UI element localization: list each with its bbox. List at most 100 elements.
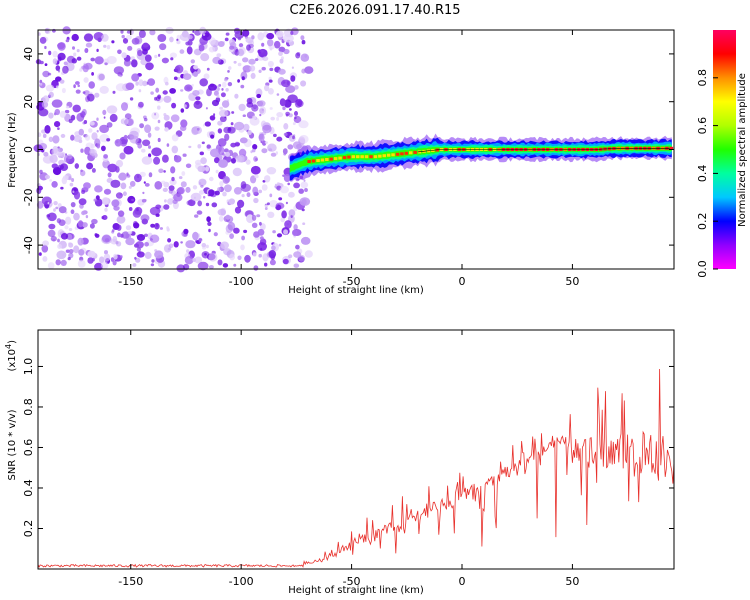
- noise-blob: [220, 241, 230, 250]
- noise-blob: [249, 116, 260, 126]
- noise-blob: [237, 79, 241, 83]
- noise-blob: [57, 203, 62, 208]
- noise-blob: [270, 116, 276, 121]
- signal-core: [386, 153, 391, 157]
- noise-blob: [129, 180, 136, 187]
- noise-blob: [292, 141, 302, 150]
- signal-core: [329, 157, 333, 161]
- noise-blob: [300, 181, 309, 189]
- noise-blob: [101, 261, 109, 270]
- noise-blob: [138, 30, 146, 38]
- y-tick-label: 1.0: [22, 358, 35, 376]
- snr-multiplier-label: (x104): [4, 340, 18, 372]
- signal-core: [378, 154, 382, 158]
- noise-blob: [301, 68, 306, 74]
- noise-blob: [44, 27, 51, 35]
- noise-blob: [283, 152, 287, 156]
- noise-blob: [234, 93, 239, 99]
- noise-blob: [122, 191, 127, 196]
- noise-blob: [180, 89, 184, 92]
- colorbar-label: Normalized spectral amplitude: [737, 73, 748, 227]
- noise-blob: [125, 34, 132, 40]
- noise-blob: [59, 163, 69, 171]
- noise-blob: [65, 105, 70, 109]
- noise-blob: [260, 236, 264, 240]
- noise-blob: [102, 109, 107, 116]
- y-tick-label: 0.4: [22, 479, 35, 497]
- signal-core: [395, 152, 400, 156]
- noise-blob: [76, 56, 82, 61]
- noise-blob: [83, 90, 90, 96]
- noise-blob: [266, 202, 270, 206]
- noise-blob: [275, 30, 284, 38]
- noise-blob: [71, 33, 79, 42]
- noise-blob: [207, 221, 212, 226]
- noise-blob: [197, 144, 202, 149]
- noise-blob: [104, 62, 108, 66]
- noise-blob: [87, 257, 94, 264]
- noise-blob: [64, 109, 70, 114]
- noise-blob: [73, 245, 80, 254]
- noise-blob: [223, 126, 232, 134]
- noise-blob: [300, 80, 307, 87]
- noise-blob: [251, 222, 258, 228]
- noise-blob: [73, 212, 80, 221]
- signal-core: [325, 158, 329, 161]
- noise-blob: [97, 37, 102, 43]
- noise-blob: [192, 258, 196, 262]
- noise-blob: [57, 127, 60, 130]
- noise-blob: [112, 235, 118, 243]
- noise-blob: [44, 125, 51, 134]
- noise-blob: [88, 128, 93, 133]
- noise-blob: [104, 250, 108, 255]
- noise-blob: [84, 146, 91, 155]
- noise-blob: [93, 198, 98, 202]
- noise-blob: [230, 142, 237, 148]
- noise-blob: [203, 195, 206, 199]
- noise-blob: [185, 186, 191, 193]
- noise-blob: [77, 237, 84, 246]
- noise-blob: [103, 253, 111, 262]
- noise-blob: [217, 187, 222, 192]
- y-tick-label: 20: [22, 95, 35, 109]
- noise-blob: [171, 134, 179, 142]
- noise-blob: [42, 256, 48, 262]
- noise-blob: [278, 68, 286, 75]
- y-tick-label: 0.2: [22, 520, 35, 538]
- noise-blob: [260, 49, 264, 53]
- noise-blob: [124, 113, 132, 120]
- noise-blob: [278, 51, 283, 56]
- noise-blob: [101, 33, 109, 42]
- noise-blob: [155, 213, 160, 217]
- noise-blob: [266, 32, 275, 40]
- noise-blob: [69, 182, 74, 187]
- noise-blob: [180, 241, 183, 244]
- noise-blob: [90, 57, 95, 62]
- noise-blob: [179, 32, 191, 42]
- noise-blob: [86, 162, 94, 170]
- noise-blob: [237, 199, 245, 208]
- noise-blob: [245, 37, 254, 44]
- x-tick-label: -150: [118, 575, 143, 588]
- noise-blob: [158, 53, 161, 57]
- noise-blob: [195, 100, 200, 105]
- multiplier-base: (x10: [7, 349, 18, 372]
- noise-blob: [44, 45, 47, 50]
- noise-blob: [161, 57, 169, 64]
- noise-blob: [78, 198, 87, 206]
- noise-blob: [272, 230, 276, 234]
- noise-blob: [276, 93, 280, 96]
- noise-blob: [52, 135, 60, 144]
- noise-blob: [199, 78, 208, 87]
- noise-blob: [299, 197, 311, 206]
- noise-blob: [147, 78, 156, 86]
- signal-core: [311, 159, 316, 163]
- noise-blob: [261, 66, 266, 71]
- noise-blob: [166, 143, 170, 147]
- noise-blob: [237, 48, 245, 57]
- noise-blob: [147, 132, 152, 138]
- noise-blob: [232, 167, 242, 177]
- noise-blob: [205, 166, 210, 172]
- noise-blob: [192, 231, 199, 241]
- noise-blob: [209, 148, 221, 158]
